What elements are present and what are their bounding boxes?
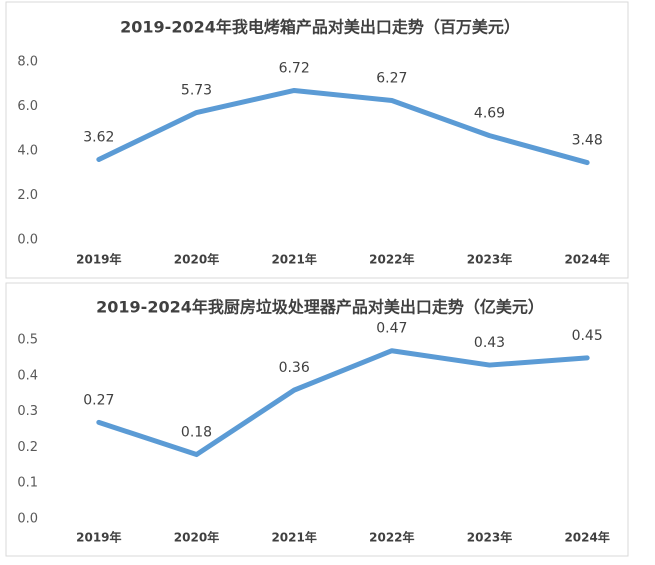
data-label: 0.18 bbox=[181, 425, 212, 441]
data-label: 4.69 bbox=[474, 106, 505, 122]
chart-panel bbox=[5, 1, 629, 279]
data-line bbox=[96, 348, 590, 458]
data-label: 6.27 bbox=[376, 70, 407, 86]
x-tick-label: 2022年 bbox=[369, 252, 414, 267]
data-label: 3.62 bbox=[83, 129, 114, 145]
data-label: 5.73 bbox=[181, 83, 212, 99]
data-label: 0.27 bbox=[83, 392, 114, 408]
y-tick-label: 0.1 bbox=[17, 476, 38, 491]
x-tick-label: 2019年 bbox=[76, 530, 121, 545]
x-tick-label: 2021年 bbox=[271, 530, 316, 545]
data-line bbox=[96, 87, 590, 166]
x-tick-label: 2021年 bbox=[271, 252, 316, 267]
y-tick-label: 0.5 bbox=[17, 333, 38, 348]
chart-panel bbox=[5, 282, 629, 557]
x-tick-label: 2023年 bbox=[467, 252, 512, 267]
data-label: 0.43 bbox=[474, 335, 505, 351]
y-tick-label: 0.4 bbox=[17, 368, 38, 383]
y-tick-label: 4.0 bbox=[17, 144, 38, 159]
y-tick-label: 6.0 bbox=[17, 99, 38, 114]
data-label: 0.47 bbox=[376, 321, 407, 337]
x-tick-label: 2020年 bbox=[174, 252, 219, 267]
chart-title: 2019-2024年我电烤箱产品对美出口走势（百万美元） bbox=[120, 18, 520, 37]
data-label: 3.48 bbox=[572, 133, 603, 149]
y-tick-label: 2.0 bbox=[17, 188, 38, 203]
data-label: 6.72 bbox=[279, 60, 310, 76]
y-tick-label: 8.0 bbox=[17, 55, 38, 70]
x-tick-label: 2019年 bbox=[76, 252, 121, 267]
data-label: 0.36 bbox=[279, 360, 310, 376]
y-tick-label: 0.3 bbox=[17, 404, 38, 419]
data-label: 0.45 bbox=[572, 328, 603, 344]
x-tick-label: 2024年 bbox=[564, 252, 609, 267]
y-tick-label: 0.0 bbox=[17, 512, 38, 527]
x-tick-label: 2023年 bbox=[467, 530, 512, 545]
x-tick-label: 2020年 bbox=[174, 530, 219, 545]
y-tick-label: 0.2 bbox=[17, 440, 38, 455]
y-tick-label: 0.0 bbox=[17, 233, 38, 248]
x-tick-label: 2022年 bbox=[369, 530, 414, 545]
x-tick-label: 2024年 bbox=[564, 530, 609, 545]
chart-title: 2019-2024年我厨房垃圾处理器产品对美出口走势（亿美元） bbox=[96, 298, 544, 317]
